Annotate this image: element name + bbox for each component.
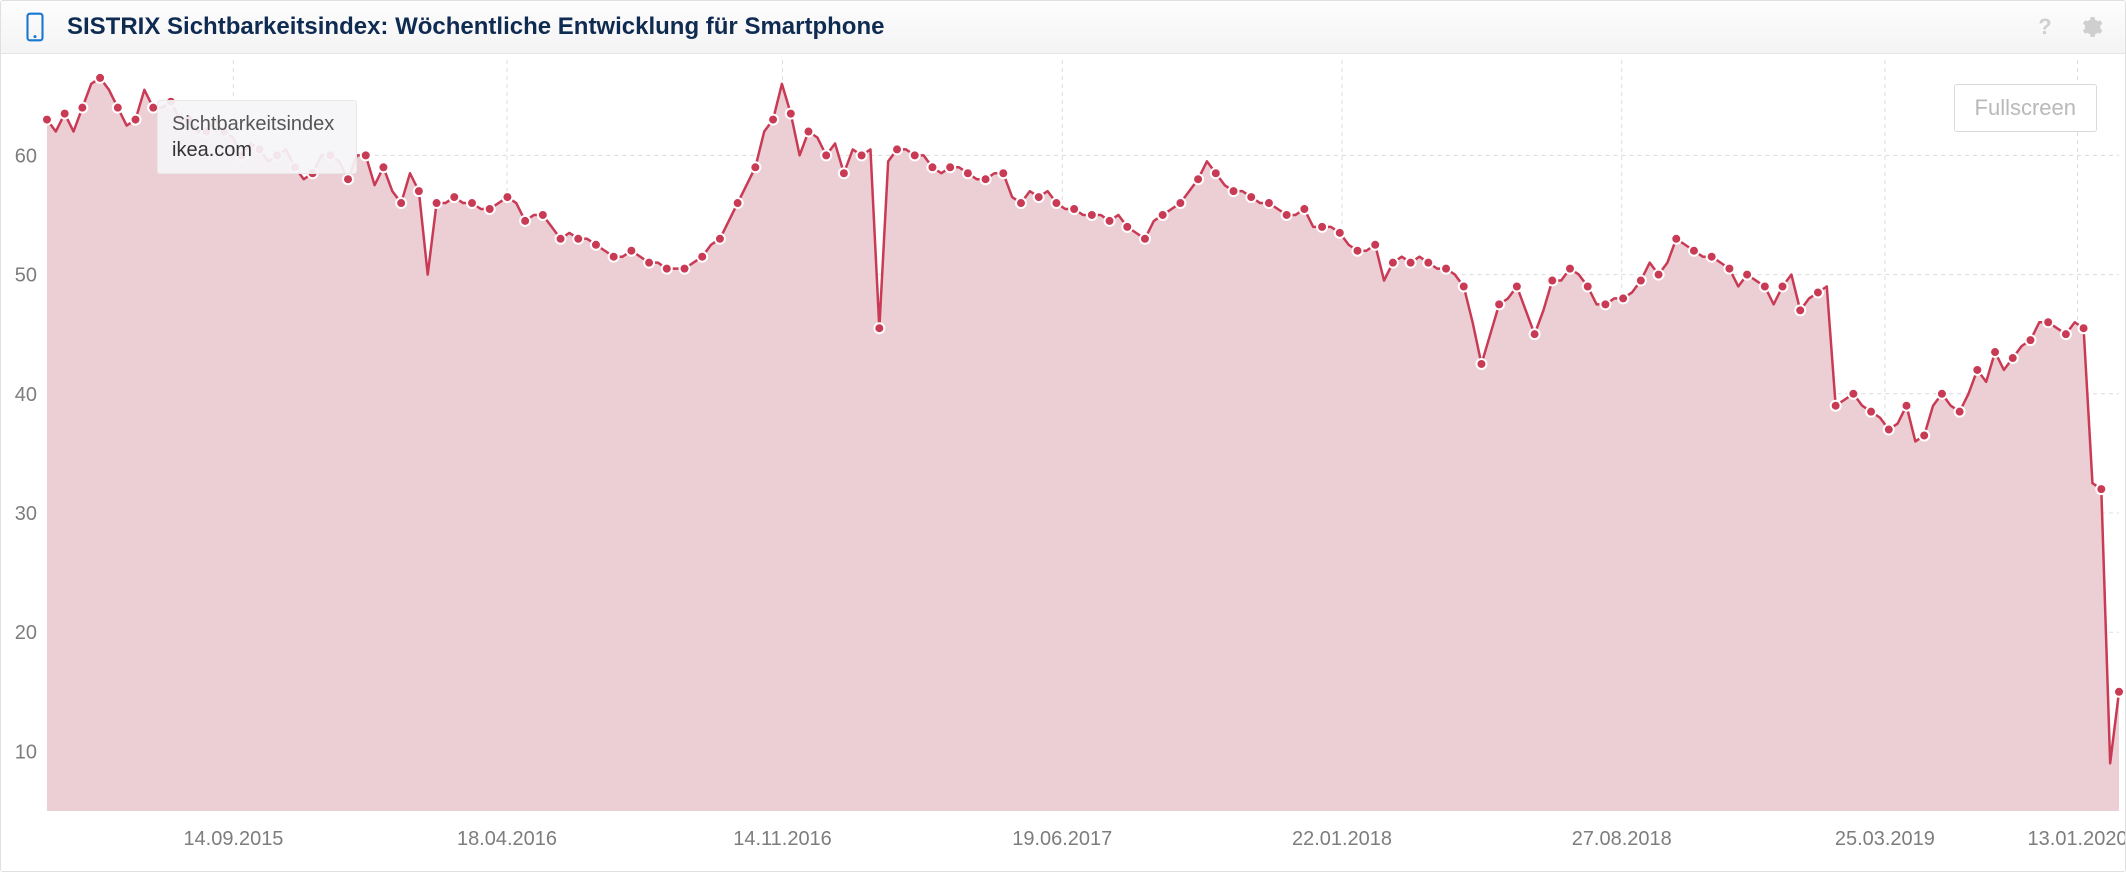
chart-panel: SISTRIX Sichtbarkeitsindex: Wöchentliche… [0,0,2126,872]
svg-text:30: 30 [15,503,37,525]
fullscreen-button[interactable]: Fullscreen [1954,84,2097,132]
gear-icon[interactable] [2077,13,2105,41]
legend-series-name: ikea.com [172,137,334,163]
svg-text:?: ? [2038,15,2051,39]
svg-text:40: 40 [15,384,37,406]
svg-text:14.11.2016: 14.11.2016 [733,828,832,850]
line-chart-svg: 10 20 30 40 50 60 14.09.2015 18.04.2016 14.11.20… [1,54,2125,871]
svg-text:20: 20 [15,622,37,644]
svg-text:60: 60 [15,145,37,167]
svg-text:10: 10 [15,741,37,763]
legend-box: Sichtbarkeitsindex ikea.com [157,100,357,174]
svg-text:14.09.2015: 14.09.2015 [183,828,283,850]
help-icon[interactable]: ? [2031,13,2059,41]
smartphone-icon [21,13,49,41]
svg-text:27.08.2018: 27.08.2018 [1572,828,1672,850]
chart-area: 10 20 30 40 50 60 14.09.2015 18.04.2016 14.11.20… [1,54,2125,871]
panel-title: SISTRIX Sichtbarkeitsindex: Wöchentliche… [67,13,2013,41]
panel-header: SISTRIX Sichtbarkeitsindex: Wöchentliche… [1,1,2125,54]
svg-text:19.06.2017: 19.06.2017 [1012,828,1112,850]
svg-text:13.01.2020: 13.01.2020 [2028,828,2125,850]
svg-text:18.04.2016: 18.04.2016 [457,828,557,850]
svg-text:25.03.2019: 25.03.2019 [1835,828,1935,850]
svg-text:22.01.2018: 22.01.2018 [1292,828,1392,850]
legend-title: Sichtbarkeitsindex [172,111,334,137]
svg-text:50: 50 [15,265,37,287]
